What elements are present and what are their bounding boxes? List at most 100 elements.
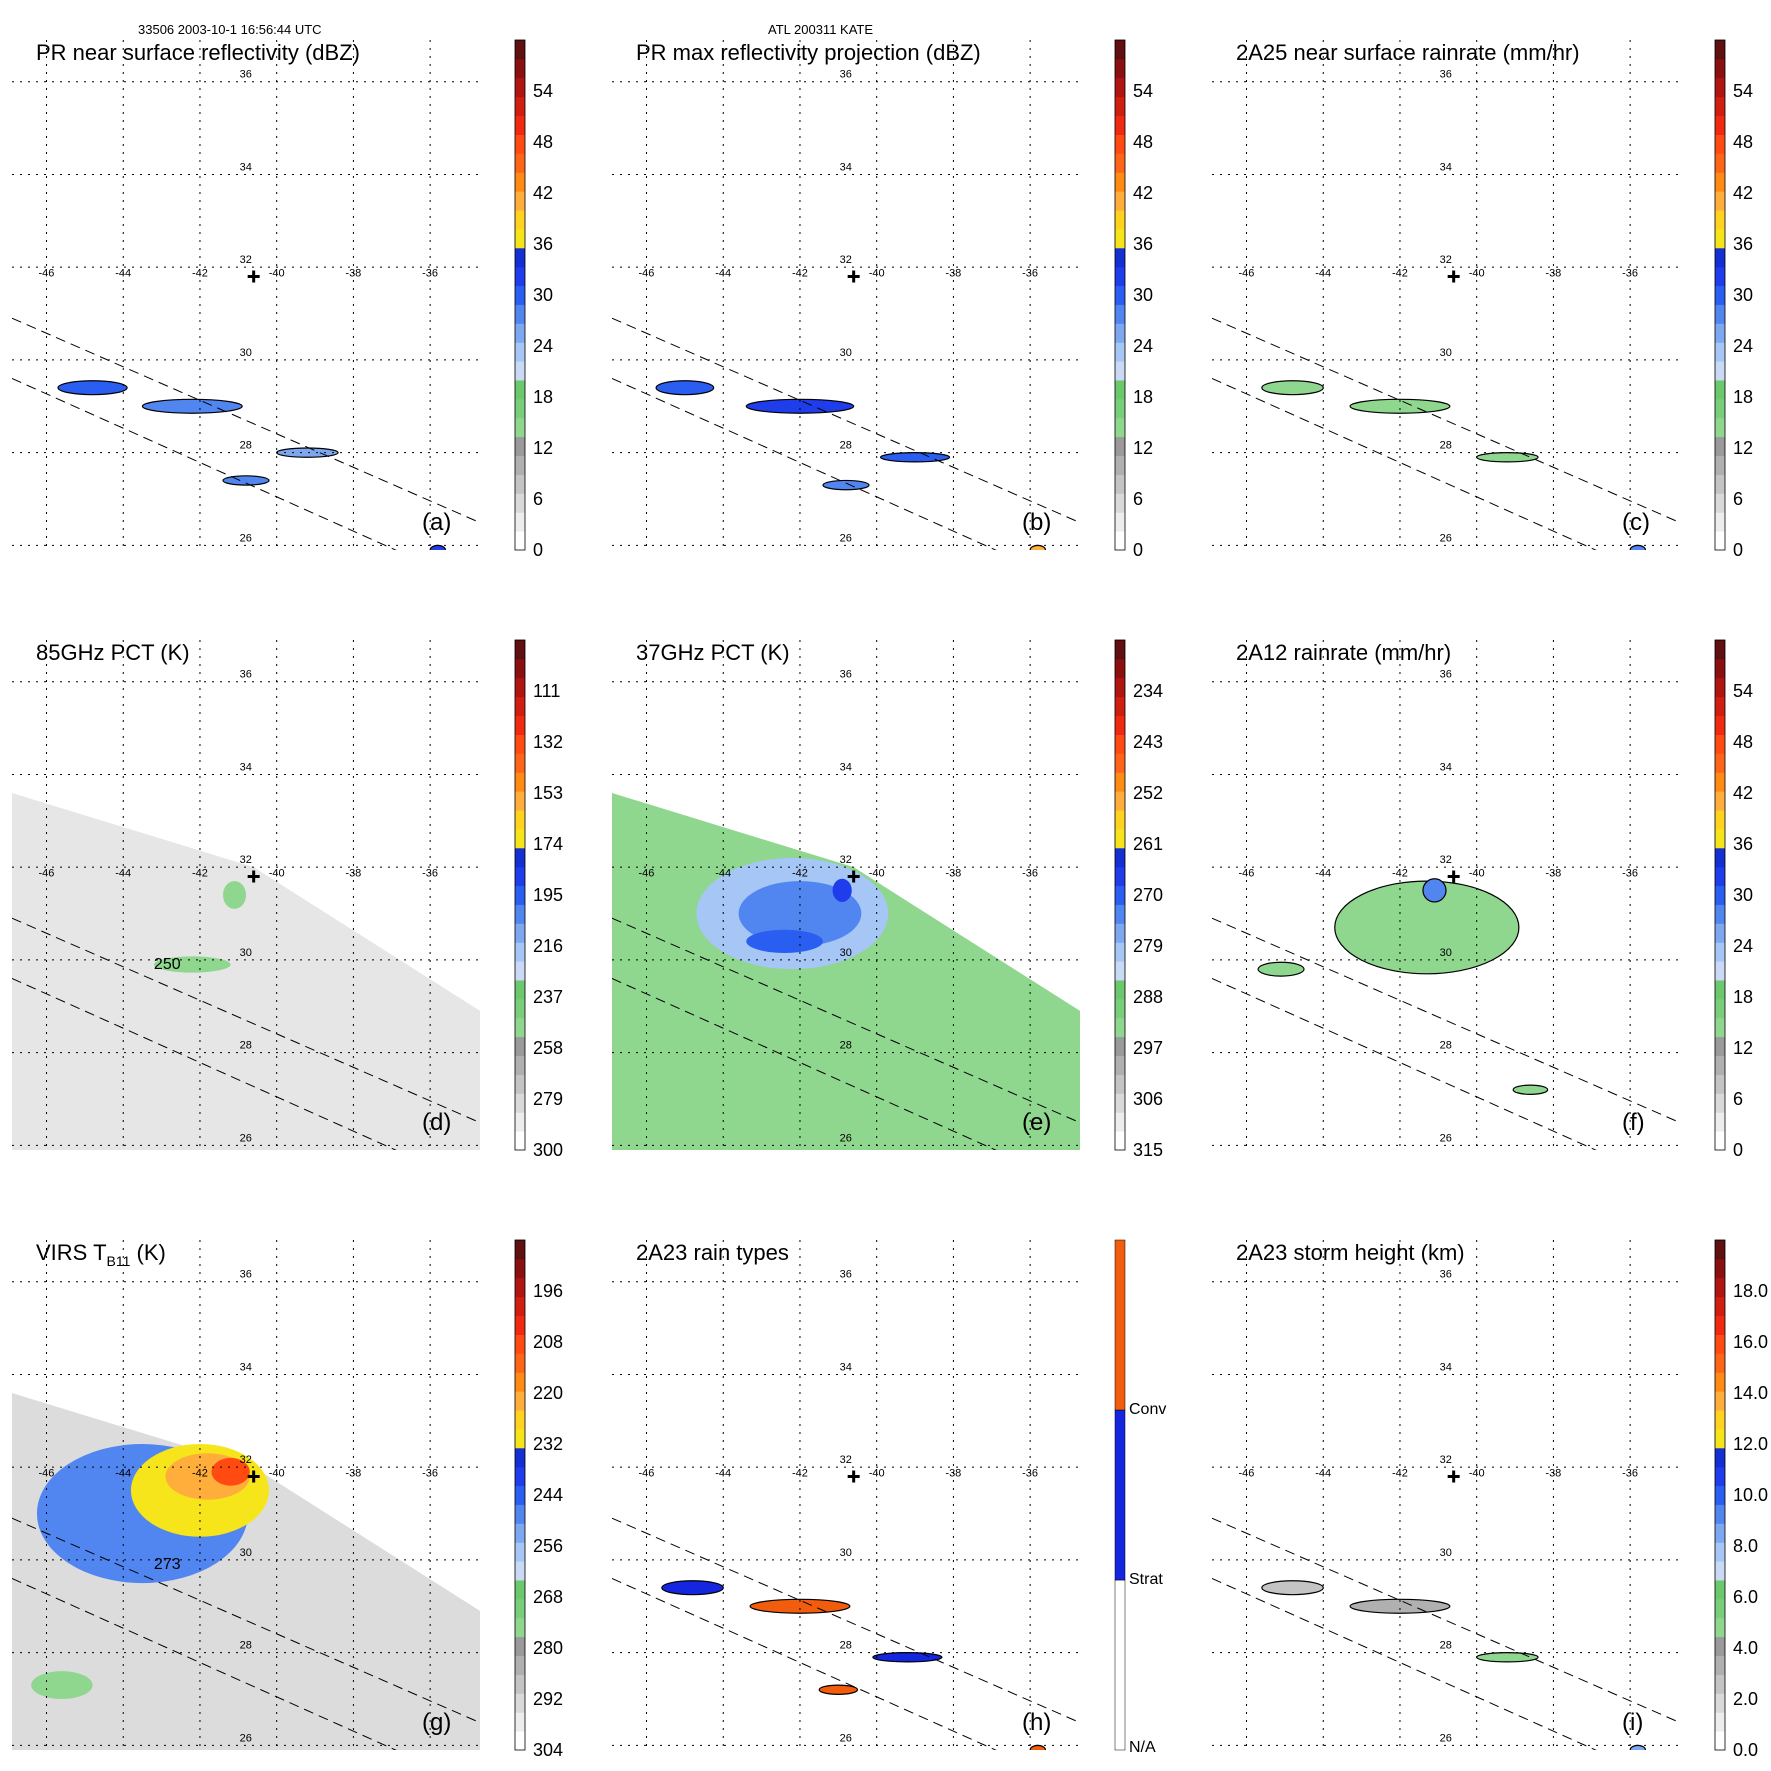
colorbar-tick-label: 54 — [1733, 81, 1753, 101]
lon-tick-label: -44 — [715, 267, 731, 279]
lon-tick-label: -46 — [1239, 267, 1255, 279]
colorbar-segment — [1115, 77, 1125, 98]
colorbar-tick-label: 36 — [1733, 234, 1753, 254]
panel-label: (a) — [422, 509, 451, 536]
colorbar-segment — [515, 247, 525, 268]
colorbar-tick-label: 6 — [1733, 1089, 1743, 1109]
colorbar-segment — [515, 304, 525, 324]
lat-tick-label: 34 — [240, 761, 252, 773]
storm-center-marker — [247, 1470, 260, 1483]
colorbar-segment — [1715, 1258, 1725, 1279]
colorbar-tick-label: 14.0 — [1733, 1383, 1768, 1403]
colorbar-tick-label: 48 — [1733, 732, 1753, 752]
colorbar-segment — [1115, 493, 1125, 513]
colorbar-segment — [1715, 866, 1725, 887]
lon-tick-label: -38 — [1545, 267, 1561, 279]
colorbar-segment — [1115, 772, 1125, 792]
colorbar-segment — [1715, 772, 1725, 792]
lat-tick-label: 26 — [840, 532, 852, 544]
panel-title-sub: B11 — [107, 1253, 131, 1269]
colorbar-tick-label: 315 — [1133, 1140, 1163, 1160]
panel-title: 37GHz PCT (K) — [636, 640, 790, 665]
data-blob — [1422, 878, 1447, 903]
lat-tick-label: 36 — [1440, 69, 1452, 81]
lat-tick-label: 26 — [240, 1132, 252, 1144]
lat-tick-label: 30 — [1440, 1547, 1452, 1559]
lon-tick-label: -42 — [1392, 1467, 1408, 1479]
panel-label: (e) — [1022, 1109, 1051, 1136]
colorbar-segment — [515, 791, 525, 811]
panel-title: 2A12 rainrate (mm/hr) — [1236, 640, 1451, 665]
colorbar-segment — [515, 904, 525, 924]
colorbar-tick-label: 0 — [533, 540, 543, 560]
data-blob — [745, 398, 855, 414]
colorbar-segment — [515, 961, 525, 981]
colorbar-segment — [515, 1093, 525, 1113]
lon-tick-label: -36 — [1622, 267, 1638, 279]
lat-tick-label: 28 — [240, 1040, 252, 1052]
lat-tick-label: 36 — [240, 669, 252, 681]
data-blob — [211, 1457, 250, 1486]
colorbar-segment — [515, 531, 525, 551]
map-e — [612, 640, 1080, 1150]
colorbar-segment — [515, 1296, 525, 1317]
colorbar-segment — [515, 1636, 525, 1657]
colorbar-segment — [1715, 1410, 1725, 1430]
colorbar-tick-label: 288 — [1133, 987, 1163, 1007]
data-blob — [1261, 380, 1324, 396]
colorbar-segment — [1715, 677, 1725, 698]
lat-tick-label: 36 — [840, 1269, 852, 1281]
lon-tick-label: -40 — [869, 867, 885, 879]
colorbar-tick-label: 54 — [1133, 81, 1153, 101]
colorbar-segment — [515, 1074, 525, 1094]
colorbar-segment — [1715, 1112, 1725, 1132]
colorbar-segment — [515, 58, 525, 79]
lon-tick-label: -38 — [945, 867, 961, 879]
colorbar-segment — [515, 1655, 525, 1675]
storm-center-marker — [247, 870, 260, 883]
colorbar-segment — [1715, 191, 1725, 211]
data-blob — [1029, 1744, 1047, 1750]
colorbar-tick-label: 24 — [1133, 336, 1153, 356]
colorbar-tick-label: 279 — [533, 1089, 563, 1109]
colorbar-tick-label: 42 — [533, 183, 553, 203]
colorbar-segment — [1715, 285, 1725, 305]
colorbar-segment — [515, 753, 525, 773]
colorbar-segment — [1115, 847, 1125, 868]
colorbar-segment — [1715, 531, 1725, 551]
colorbar-segment — [1115, 1131, 1125, 1151]
lon-tick-label: -40 — [869, 1467, 885, 1479]
lat-tick-label: 34 — [240, 1361, 252, 1373]
lat-tick-label: 32 — [240, 1454, 252, 1466]
colorbar-segment — [515, 1428, 525, 1449]
colorbar-segment — [515, 810, 525, 830]
colorbar-segment — [515, 923, 525, 943]
colorbar-segment — [1715, 753, 1725, 773]
colorbar-tick-label: 48 — [533, 132, 553, 152]
lon-tick-label: -42 — [192, 867, 208, 879]
colorbar-frame — [1114, 39, 1126, 551]
colorbar-segment — [1115, 1112, 1125, 1132]
swath-background — [612, 793, 1080, 1150]
colorbar-segment — [1715, 885, 1725, 905]
lat-tick-label: 28 — [1440, 1040, 1452, 1052]
colorbar-segment — [1115, 512, 1125, 532]
colorbar-tick-label: 280 — [533, 1638, 563, 1658]
swath-background — [12, 1393, 480, 1750]
colorbar-segment — [515, 1466, 525, 1487]
swath-boundary — [612, 1517, 1080, 1724]
colorbar-segment — [1715, 810, 1725, 830]
lon-tick-label: -40 — [869, 267, 885, 279]
panel-label: (i) — [1622, 1709, 1643, 1736]
panel-b: -46 -44 -42 -40 -38 -36 36 34 32 30 28 26 PR max ref… — [612, 39, 1153, 560]
data-blob — [1629, 1744, 1647, 1750]
colorbar-tick-label: 42 — [1733, 183, 1753, 203]
lat-tick-label: 30 — [240, 947, 252, 959]
panel-title: 2A25 near surface rainrate (mm/hr) — [1236, 40, 1580, 65]
lon-tick-label: -46 — [1239, 1467, 1255, 1479]
lat-tick-label: 26 — [840, 1132, 852, 1144]
colorbar-segment — [1715, 1240, 1725, 1260]
colorbar-segment — [1115, 1036, 1125, 1057]
colorbar-segment — [1115, 998, 1125, 1019]
colorbar-segment — [515, 474, 525, 494]
